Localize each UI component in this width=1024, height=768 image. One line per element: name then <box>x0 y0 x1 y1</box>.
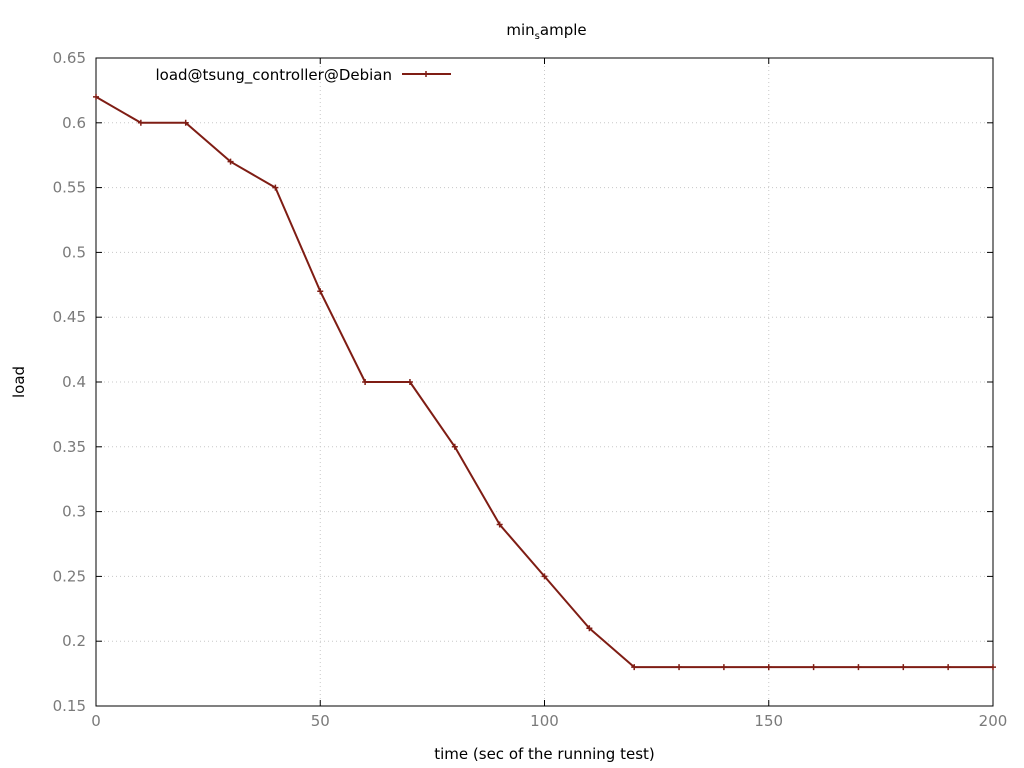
y-tick-label: 0.5 <box>62 243 86 261</box>
legend: load@tsung_controller@Debian <box>155 66 451 85</box>
chart-title-subscript: s <box>535 31 540 42</box>
data-point <box>496 521 503 528</box>
y-tick-label: 0.25 <box>53 567 86 585</box>
data-point <box>765 664 772 671</box>
data-point <box>227 158 234 165</box>
x-tick-label: 200 <box>979 712 1008 730</box>
chart-title: minsample <box>506 21 586 42</box>
data-point <box>182 119 189 126</box>
y-tick-label: 0.45 <box>53 308 86 326</box>
y-tick-label: 0.15 <box>53 697 86 715</box>
data-point <box>676 664 683 671</box>
data-point <box>362 379 369 385</box>
x-tick-label: 150 <box>754 712 783 730</box>
grid <box>96 58 993 706</box>
data-point <box>855 664 862 671</box>
series-layer <box>93 93 996 671</box>
chart-title-main: min <box>506 21 534 39</box>
x-axis-label: time (sec of the running test) <box>434 745 655 763</box>
y-axis-ticks: 0.15 0.2 0.25 0.3 0.35 0.4 0.45 0.5 0.55 0.6 0.65 <box>53 49 993 715</box>
y-tick-label: 0.3 <box>62 503 86 521</box>
data-point <box>272 184 279 191</box>
chart-title-rest: ample <box>540 21 587 39</box>
data-point <box>586 625 593 632</box>
y-tick-label: 0.2 <box>62 632 86 650</box>
legend-marker <box>423 71 429 77</box>
x-tick-label: 100 <box>530 712 559 730</box>
y-axis-label: load <box>10 366 28 398</box>
y-tick-label: 0.65 <box>53 49 86 67</box>
data-point <box>451 443 458 450</box>
y-tick-label: 0.6 <box>62 114 86 132</box>
data-point <box>541 573 548 580</box>
x-axis-ticks: 0 50 100 150 200 <box>91 58 1007 730</box>
data-point <box>945 664 952 671</box>
data-point <box>93 93 99 100</box>
data-point <box>406 379 413 385</box>
y-tick-label: 0.4 <box>62 373 86 391</box>
data-point <box>720 664 727 671</box>
data-point <box>990 664 996 671</box>
x-tick-label: 0 <box>91 712 101 730</box>
data-point <box>317 288 324 295</box>
data-point <box>900 664 907 671</box>
legend-label: load@tsung_controller@Debian <box>155 66 392 85</box>
y-tick-label: 0.55 <box>53 179 86 197</box>
y-tick-label: 0.35 <box>53 438 86 456</box>
x-tick-label: 50 <box>311 712 330 730</box>
data-point <box>631 664 638 671</box>
data-point <box>810 664 817 671</box>
data-point <box>137 119 144 126</box>
